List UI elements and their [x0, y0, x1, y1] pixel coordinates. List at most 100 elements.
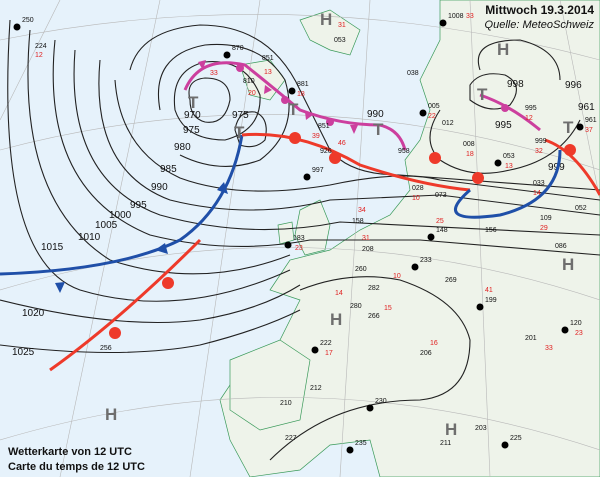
warm-front: [49, 238, 202, 372]
station-value: 208: [362, 246, 374, 253]
cold-front-triangle: [217, 182, 228, 194]
station-value: 31: [362, 235, 370, 242]
station-marker: [303, 173, 311, 181]
station-value: 14: [335, 290, 343, 297]
cold-front: [454, 149, 562, 219]
station-value: 14: [533, 190, 541, 197]
warm-front: [241, 132, 471, 192]
fronts: [0, 60, 600, 372]
isobar-label: 996: [565, 80, 582, 91]
station-value: 203: [475, 425, 487, 432]
station-marker: [223, 51, 231, 59]
low-center: T: [234, 123, 245, 142]
isobar-label: 1025: [12, 347, 35, 358]
warm-front-bump: [472, 172, 484, 184]
occluded-front-triangle: [264, 85, 272, 94]
map-title: Mittwoch 19.3.2014: [485, 3, 594, 17]
station-value: 37: [585, 127, 593, 134]
occluded-front: [183, 61, 407, 151]
station-marker: [494, 159, 502, 167]
caption-french: Carte du temps de 12 UTC: [8, 461, 145, 473]
station-marker: [476, 303, 484, 311]
station-value: 230: [375, 398, 387, 405]
station-value: 12: [525, 115, 533, 122]
isobar-label: 990: [367, 109, 384, 120]
station-value: 39: [312, 133, 320, 140]
low-center: T: [373, 120, 384, 139]
station-value: 13: [264, 69, 272, 76]
station-plots: 250 224 12 870 33 851 13 810 20 881 18 851 39 926 46 99…: [13, 13, 597, 454]
station-value: 053: [503, 153, 515, 160]
station-value: 222: [320, 340, 332, 347]
station-value: 12: [35, 52, 43, 59]
station-value: 29: [540, 225, 548, 232]
station-value: 46: [338, 140, 346, 147]
cold-front: [0, 134, 244, 276]
warm-front-bump: [429, 152, 441, 164]
low-center: T: [288, 100, 299, 119]
isobar-label: 975: [183, 125, 200, 136]
station-value: 201: [525, 335, 537, 342]
station-value: 211: [440, 440, 451, 447]
station-marker: [501, 441, 509, 449]
isobar-label: 975: [232, 110, 249, 121]
station-value: 233: [420, 257, 432, 264]
station-value: 33: [210, 70, 218, 77]
station-value: 224: [35, 43, 47, 50]
station-marker: [366, 404, 374, 412]
isobar-label: 1015: [41, 242, 64, 253]
station-marker: [561, 326, 569, 334]
station-marker: [439, 19, 447, 27]
station-value: 183: [293, 235, 305, 242]
station-value: 028: [412, 185, 424, 192]
station-value: 18: [297, 91, 305, 98]
station-value: 10: [412, 195, 420, 202]
station-value: 961: [585, 117, 597, 124]
high-center: H: [562, 255, 574, 274]
pressure-centers: T T T T T T H H H H H H: [105, 10, 574, 439]
station-marker: [311, 346, 319, 354]
station-value: 23: [575, 330, 583, 337]
station-value: 053: [334, 37, 346, 44]
station-value: 156: [485, 227, 497, 234]
station-value: 995: [525, 105, 537, 112]
station-value: 851: [262, 55, 274, 62]
station-value: 23: [295, 245, 303, 252]
station-value: 148: [436, 227, 448, 234]
station-value: 31: [338, 22, 346, 29]
occluded-front-triangle: [198, 60, 206, 70]
station-value: 25: [436, 218, 444, 225]
low-center: T: [188, 93, 199, 112]
station-marker: [411, 263, 419, 271]
isobar-label: 990: [151, 182, 168, 193]
station-value: 958: [398, 148, 410, 155]
isobar-label: 1000: [109, 210, 132, 221]
station-value: 199: [485, 297, 497, 304]
occluded-front: [479, 93, 541, 132]
occluded-front-bump: [501, 104, 509, 112]
occluded-front-triangle: [350, 125, 358, 134]
isobar-label: 970: [184, 110, 201, 121]
isobar-label: 995: [495, 120, 512, 131]
station-value: 22: [428, 113, 436, 120]
station-value: 212: [310, 385, 322, 392]
occluded-front-bump: [326, 118, 334, 126]
isobar-label: 1005: [95, 220, 118, 231]
station-value: 810: [243, 78, 255, 85]
warm-front: [544, 138, 600, 196]
isobar-label: 1020: [22, 308, 45, 319]
station-value: 250: [22, 17, 34, 24]
station-value: 266: [368, 313, 380, 320]
land: [219, 0, 600, 477]
isobar-label: 1010: [78, 232, 101, 243]
station-value: 18: [466, 151, 474, 158]
station-value: 120: [570, 320, 582, 327]
station-value: 20: [248, 90, 256, 97]
station-value: 870: [232, 45, 244, 52]
station-value: 1008: [448, 13, 464, 20]
station-value: 210: [280, 400, 292, 407]
isobar-label: 998: [507, 79, 524, 90]
low-center: T: [563, 118, 574, 137]
station-value: 282: [368, 285, 380, 292]
